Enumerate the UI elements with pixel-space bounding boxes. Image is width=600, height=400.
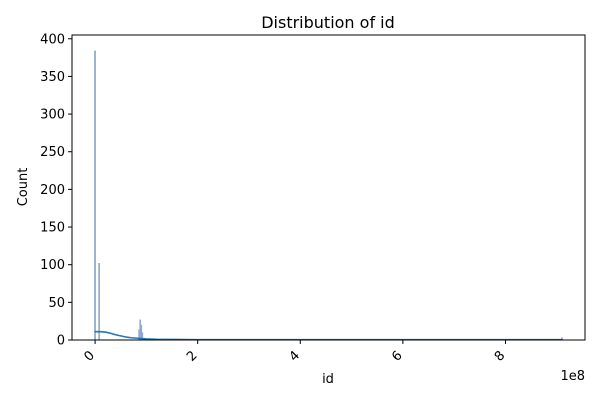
x-axis-title: id [322, 372, 334, 387]
y-tick-label: 200 [40, 183, 65, 198]
kde-line [95, 332, 562, 340]
x-tick-label: 8 [492, 348, 508, 364]
y-tick-label: 0 [57, 334, 65, 349]
x-tick-label: 6 [389, 348, 405, 364]
chart-title: Distribution of id [261, 13, 395, 32]
x-axis-offset-label: 1e8 [560, 369, 585, 384]
x-tick-label: 0 [81, 348, 97, 364]
y-tick-label: 50 [48, 296, 65, 311]
y-tick-label: 150 [40, 221, 65, 236]
x-tick-label: 2 [184, 348, 200, 364]
histogram-bar [94, 51, 95, 340]
y-tick-label: 250 [40, 145, 65, 160]
plot-frame [72, 35, 585, 340]
y-tick-label: 300 [40, 108, 65, 123]
y-tick-label: 400 [40, 32, 65, 47]
histogram-bar [98, 263, 99, 340]
y-tick-label: 350 [40, 70, 65, 85]
y-axis-title: Count [16, 168, 31, 207]
y-tick-label: 100 [40, 258, 65, 273]
x-tick-label: 4 [287, 348, 303, 364]
